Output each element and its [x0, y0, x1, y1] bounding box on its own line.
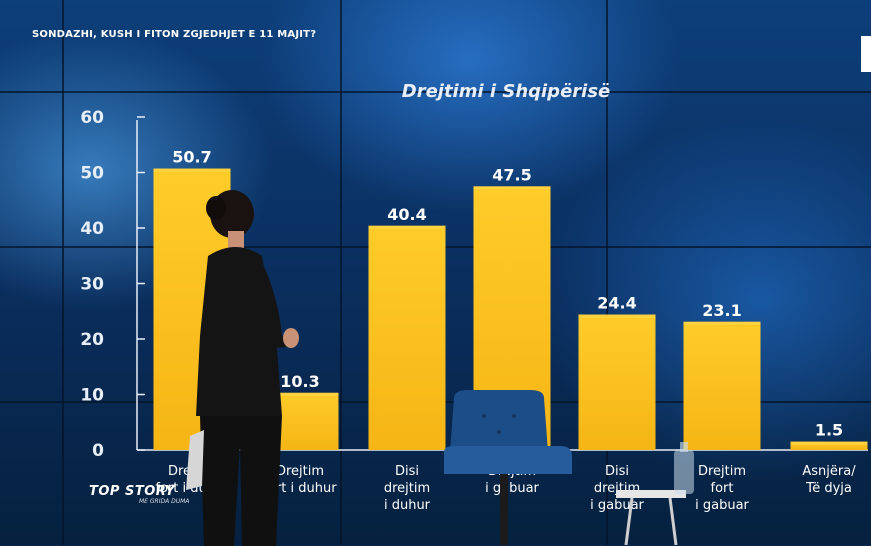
bar-value-label: 24.4 [597, 294, 636, 313]
y-tick-label: 20 [80, 330, 104, 350]
y-tick-label: 10 [80, 386, 104, 406]
bar [368, 225, 446, 450]
y-axis: 0 10 20 30 40 50 60 [80, 108, 868, 461]
y-tick-label: 60 [80, 108, 104, 128]
bar-value-label: 23.1 [702, 301, 741, 320]
bar-value-label: 10.3 [280, 372, 319, 391]
side-table [616, 442, 694, 545]
category-label: Asnjëra/ [802, 464, 856, 479]
value-labels-group: 50.7 10.3 40.4 47.5 24.4 23.1 1.5 [172, 148, 843, 440]
category-label: i gabuar [485, 481, 539, 496]
y-tick-label: 0 [92, 441, 104, 461]
bar-top-highlight [578, 314, 656, 318]
bar-top-highlight [261, 392, 339, 396]
category-label: Disi [395, 464, 419, 479]
bar-top-highlight [368, 225, 446, 229]
category-label: Disi [605, 464, 629, 479]
category-label: Drejtim [276, 464, 324, 479]
bar-top-highlight [153, 168, 231, 172]
show-host: ME GRIDA DUMA [139, 498, 190, 505]
bar-top-highlight [473, 186, 551, 190]
channel-logo [861, 36, 871, 72]
bar-top-highlight [683, 321, 761, 325]
presenter-figure [186, 190, 299, 546]
category-label: fort i duhur [263, 481, 337, 496]
show-title: TOP STORY [89, 484, 175, 499]
y-tick-label: 30 [80, 275, 104, 295]
chart-title: Drejtimi i Shqipërisë [402, 81, 611, 102]
bar-value-label: 1.5 [815, 421, 843, 440]
bar-value-label: 50.7 [172, 148, 211, 167]
studio-chair [444, 390, 572, 545]
category-label: Drejtim [698, 464, 746, 479]
bar-value-label: 47.5 [492, 165, 531, 184]
category-label: Të dyja [805, 481, 852, 496]
y-tick-label: 50 [80, 164, 104, 184]
bar-top-highlight [790, 441, 868, 445]
bar [578, 314, 656, 450]
bar-value-label: 40.4 [387, 205, 426, 224]
category-label: drejtim [384, 481, 430, 496]
category-label: i duhur [384, 498, 431, 513]
category-label: fort [711, 481, 734, 496]
poll-headline: SONDAZHI, KUSH I FITON ZGJEDHJET E 11 MA… [32, 29, 317, 40]
show-logo: TOP STORY ME GRIDA DUMA [89, 484, 199, 510]
category-label: i gabuar [695, 498, 749, 513]
bar [683, 321, 761, 450]
bar [790, 441, 868, 450]
y-tick-label: 40 [80, 219, 104, 239]
